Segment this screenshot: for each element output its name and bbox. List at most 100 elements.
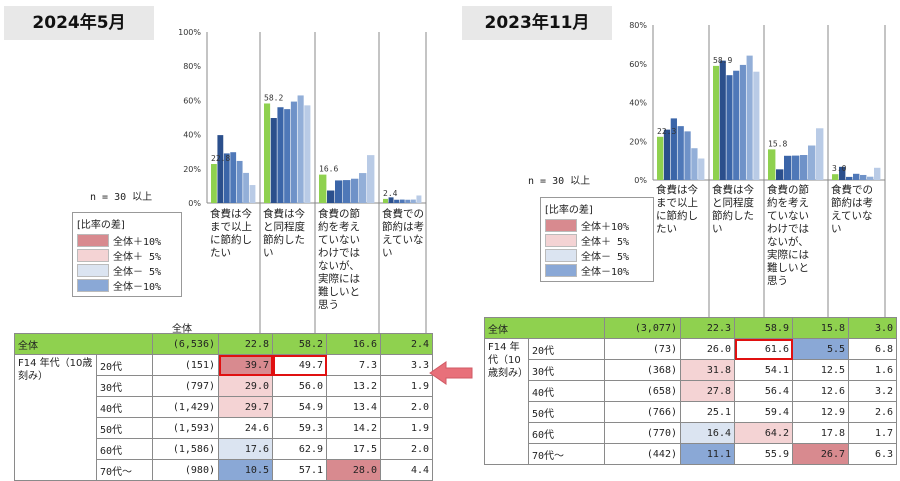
table-cell: 2.4 [380, 333, 433, 355]
table-cell: 59.4 [734, 401, 793, 423]
y-tick-label: 60% [183, 96, 201, 105]
bar [746, 55, 753, 180]
bar [816, 128, 824, 180]
category-label: たい [210, 247, 231, 259]
sample-size: (73) [604, 338, 681, 360]
panel-title: 2023年11月 [462, 6, 612, 40]
y-tick-label: 40% [183, 131, 201, 140]
category-label: 節約は考 [382, 220, 424, 233]
data-label: 16.6 [319, 165, 338, 174]
category-label: えていな [382, 234, 423, 246]
bar [726, 75, 733, 180]
data-label: 22.3 [657, 127, 676, 136]
category-label: ないが、 [767, 235, 809, 248]
y-tick-label: 0% [188, 199, 201, 208]
legend-swatch [545, 249, 577, 262]
table-cell: 1.7 [848, 422, 897, 444]
bar [327, 190, 335, 203]
legend-label: 全体－10% [581, 267, 630, 278]
bar [719, 60, 726, 180]
row-label: 70代～ [528, 443, 605, 465]
group-label: F14 年代（10歳刻み） [484, 338, 529, 465]
row-label: 30代 [96, 375, 153, 397]
table-cell: 54.1 [734, 359, 793, 381]
table-cell: 49.7 [272, 354, 327, 376]
sample-size: (766) [604, 401, 681, 423]
table-row: F14 年代（10歳刻み） 20代 (73) 26.0 61.6 5.5 6.8 [484, 338, 897, 465]
category-label: 約を考え [318, 220, 360, 233]
category-label: に節約し [210, 233, 252, 246]
bar [713, 65, 720, 180]
bar [367, 155, 375, 203]
legend-swatch [545, 234, 577, 247]
table-cell: 6.8 [848, 338, 897, 360]
legend-title: [比率の差] [77, 220, 125, 231]
table-cell: 29.0 [218, 375, 273, 397]
bar [217, 135, 224, 203]
table-cell: 16.4 [680, 422, 735, 444]
table-cell: 11.1 [680, 443, 735, 465]
table-cell: 24.6 [218, 417, 273, 439]
legend-item: 全体－10% [545, 263, 649, 278]
bar [399, 199, 405, 203]
table-cell: 29.7 [218, 396, 273, 418]
table-cell: 2.0 [380, 438, 433, 460]
table-cell: 27.8 [680, 380, 735, 402]
table-row: F14 年代（10歳刻み） 20代 (151) 39.7 49.7 7.3 3.3 [14, 354, 433, 481]
bar [691, 148, 698, 180]
bar [698, 158, 705, 180]
category-label: 食費の節 [318, 207, 360, 220]
bar [808, 145, 816, 180]
bar [657, 136, 664, 180]
bar [663, 129, 671, 180]
category-label: 難しいと [767, 261, 809, 274]
y-tick-label: 20% [183, 165, 201, 174]
y-tick-label: 20% [629, 137, 647, 146]
category-label: まで以上 [210, 221, 252, 233]
bar [290, 101, 297, 203]
table-cell: 26.0 [680, 338, 735, 360]
category-label: 節約した [712, 209, 754, 222]
legend-swatch [545, 219, 577, 232]
table-cell: 3.3 [380, 354, 433, 376]
bar [223, 153, 230, 203]
table-cell: 61.6 [734, 338, 793, 360]
category-label: と同程度 [712, 196, 754, 209]
data-label: 3.0 [832, 164, 847, 173]
table-cell: 12.6 [792, 380, 849, 402]
bar [249, 185, 256, 203]
n-label: n = 30 以上 [528, 176, 591, 187]
table-cell: 17.5 [326, 438, 381, 460]
sample-size: (442) [604, 443, 681, 465]
category-label: 食費は今 [712, 183, 754, 196]
legend-item: 全体＋ 5% [545, 233, 649, 248]
table-row: 50代 (1,593) 24.6 59.3 14.2 1.9 [15, 417, 433, 439]
row-label: 60代 [96, 438, 153, 460]
table-cell: 2.0 [380, 396, 433, 418]
table-cell: 26.7 [792, 443, 849, 465]
category-label: たい [656, 223, 677, 235]
panel-2024-may: 2024年5月 0% 20% 40% 60% 80% 100% 22.8 食費は今 まで以上 に節… [0, 0, 450, 481]
legend-label: 全体＋10% [581, 222, 630, 233]
bar [410, 199, 416, 203]
bar [284, 109, 291, 203]
bar [230, 152, 237, 203]
bar [343, 180, 351, 203]
data-label: 15.8 [768, 139, 787, 148]
bar [776, 169, 784, 180]
table-row: 60代 (770) 16.4 64.2 17.8 1.7 [485, 422, 897, 444]
y-tick-label: 60% [629, 60, 647, 69]
sample-size: (6,536) [152, 333, 219, 355]
group-label: F14 年代（10歳刻み） [14, 354, 97, 481]
legend-item: 全体－ 5% [77, 263, 177, 278]
legend-swatch [77, 234, 109, 247]
bar [739, 64, 746, 180]
table-cell: 55.9 [734, 443, 793, 465]
category-label: 食費の節 [767, 183, 809, 196]
category-label: い [712, 223, 723, 235]
legend-item: 全体－ 5% [545, 248, 649, 263]
table-cell: 13.2 [326, 375, 381, 397]
category-label: い [831, 223, 842, 235]
legend-swatch [77, 264, 109, 277]
table-row: 60代 (1,586) 17.6 62.9 17.5 2.0 [15, 438, 433, 460]
